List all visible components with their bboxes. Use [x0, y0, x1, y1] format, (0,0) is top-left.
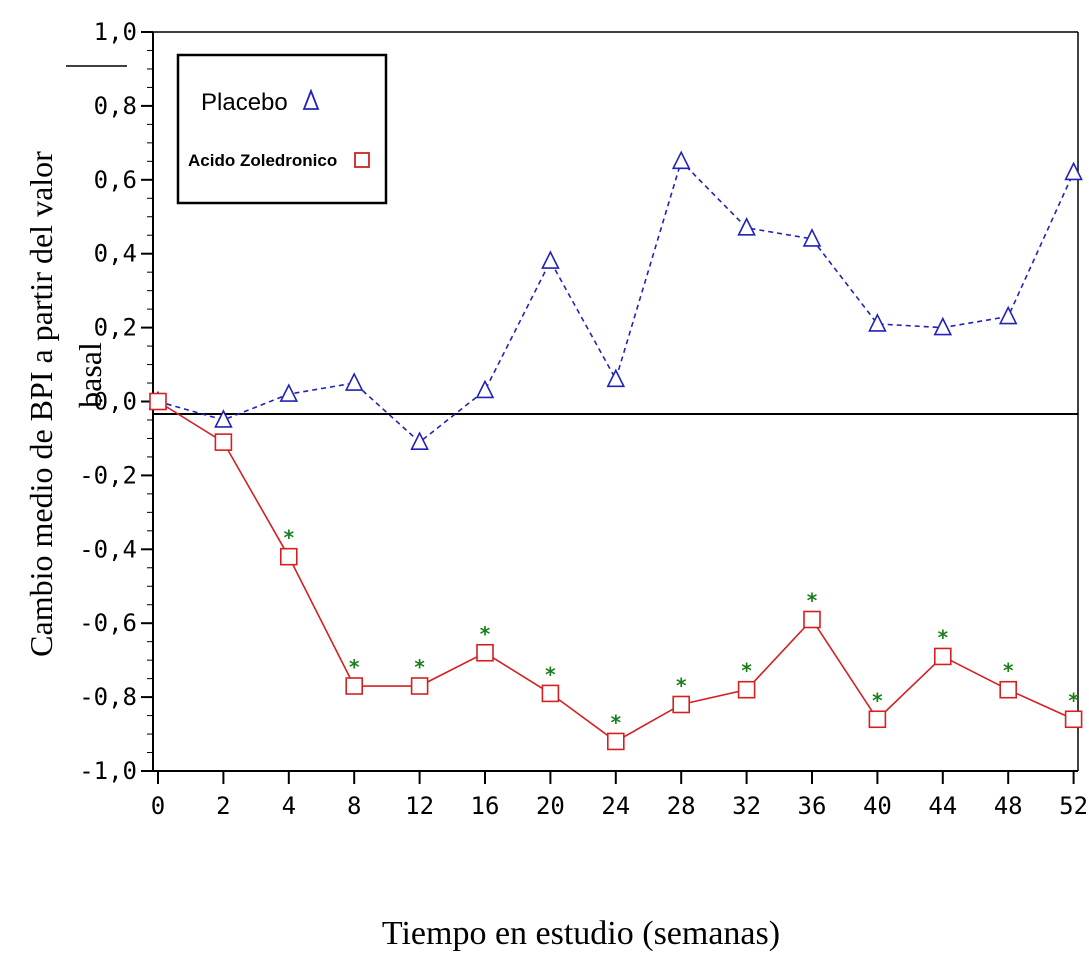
placebo-triangle-marker [410, 431, 429, 450]
legend: Placebo Acido Zoledronico [176, 53, 388, 205]
x-tick-label: 16 [471, 792, 500, 820]
placebo-triangle-marker [671, 150, 691, 170]
zoledronic-square-marker [868, 710, 887, 729]
x-tick-label: 12 [405, 792, 434, 820]
zoledronic-series-line [157, 400, 1074, 743]
y-tick-label: 0,6 [94, 166, 137, 194]
x-tick-label: 2 [216, 792, 230, 820]
placebo-triangle-marker [998, 305, 1018, 325]
significance-star: * [414, 655, 425, 679]
placebo-triangle-marker [475, 379, 495, 399]
placebo-triangle-marker [802, 228, 822, 247]
x-tick-label: 4 [282, 792, 296, 820]
y-tick-label: 0,2 [94, 314, 137, 342]
legend-box [176, 53, 388, 205]
x-tick-label: 0 [151, 792, 165, 820]
x-tick-label: 20 [536, 792, 565, 820]
x-tick-label: 24 [601, 792, 630, 820]
zoledronic-square-marker [214, 433, 233, 451]
placebo-triangle-marker [868, 313, 887, 332]
significance-star: * [1068, 688, 1079, 712]
x-axis-ticks: 0 2 4 8 12 16 20 24 28 32 36 40 44 48 52 [151, 771, 1088, 820]
y-tick-label: 0,0 [94, 388, 137, 416]
placebo-triangle-marker [606, 368, 626, 388]
zoledronic-square-marker [541, 684, 560, 703]
x-tick-label: 44 [928, 792, 957, 820]
zoledronic-square-marker [476, 643, 494, 662]
x-tick-label: 48 [994, 792, 1023, 820]
y-tick-label: -1,0 [79, 757, 137, 785]
y-tick-label: -0,8 [79, 683, 137, 711]
zoledronic-square-marker [279, 547, 298, 566]
zoledronic-square-marker [933, 647, 952, 666]
significance-star: * [872, 688, 883, 712]
placebo-triangle-marker [279, 383, 299, 402]
significance-star: * [676, 673, 687, 697]
placebo-triangle-marker [1064, 161, 1083, 181]
significance-star: * [611, 710, 622, 734]
significance-star: * [1003, 659, 1014, 683]
significance-star: * [349, 655, 360, 679]
significance-star: * [807, 589, 818, 613]
significance-star: * [938, 625, 949, 649]
significance-star: * [741, 659, 752, 683]
legend-triangle-marker [302, 88, 320, 110]
zoledronic-square-marker [803, 610, 821, 629]
x-tick-label: 8 [347, 792, 361, 820]
y-tick-label: -0,4 [79, 535, 137, 563]
zoledronic-square-marker [606, 732, 625, 751]
placebo-triangle-marker [344, 372, 364, 391]
zoledronic-square-marker [1064, 710, 1083, 729]
zoledronic-square-marker [149, 392, 167, 411]
x-tick-label: 32 [732, 792, 761, 820]
y-axis-title-line1: Cambio medio de BPI a partir del valor [23, 151, 59, 657]
legend-label-zoledronic: Acido Zoledronico [188, 151, 337, 170]
x-tick-label: 52 [1059, 792, 1088, 820]
y-axis-title-line2: basal [72, 342, 108, 408]
y-tick-label: -0,2 [79, 461, 137, 489]
y-tick-label: 0,8 [94, 92, 137, 120]
series-markers [148, 150, 1083, 751]
zoledronic-square-marker [737, 680, 756, 699]
y-tick-label: 0,4 [94, 240, 137, 268]
x-tick-label: 36 [798, 792, 827, 820]
significance-star: * [545, 662, 556, 686]
placebo-triangle-marker [933, 316, 953, 336]
placebo-triangle-marker [541, 250, 560, 269]
significance-star: * [480, 622, 491, 646]
significance-markers: * * * * * * * * * * * * * [284, 526, 1080, 735]
legend-label-placebo: Placebo [201, 89, 288, 116]
zoledronic-square-marker [345, 677, 364, 695]
y-axis-ticks: 1,0 0,8 0,6 0,4 0,2 0,0 -0,2 -0,4 -0,6 -0,8 -1,0 [79, 18, 153, 785]
zoledronic-square-marker [999, 680, 1018, 699]
y-tick-label: 1,0 [94, 18, 137, 46]
placebo-triangle-marker [214, 409, 233, 428]
x-axis-title: Tiempo en estudio (semanas) [382, 915, 780, 952]
x-tick-label: 28 [667, 792, 696, 820]
zoledronic-square-marker [672, 695, 691, 714]
x-tick-label: 40 [863, 792, 892, 820]
placebo-triangle-marker [737, 217, 756, 236]
y-tick-label: -0,6 [79, 609, 137, 637]
zoledronic-square-marker [410, 677, 429, 695]
significance-star: * [284, 526, 295, 550]
legend-square-marker [354, 152, 370, 168]
